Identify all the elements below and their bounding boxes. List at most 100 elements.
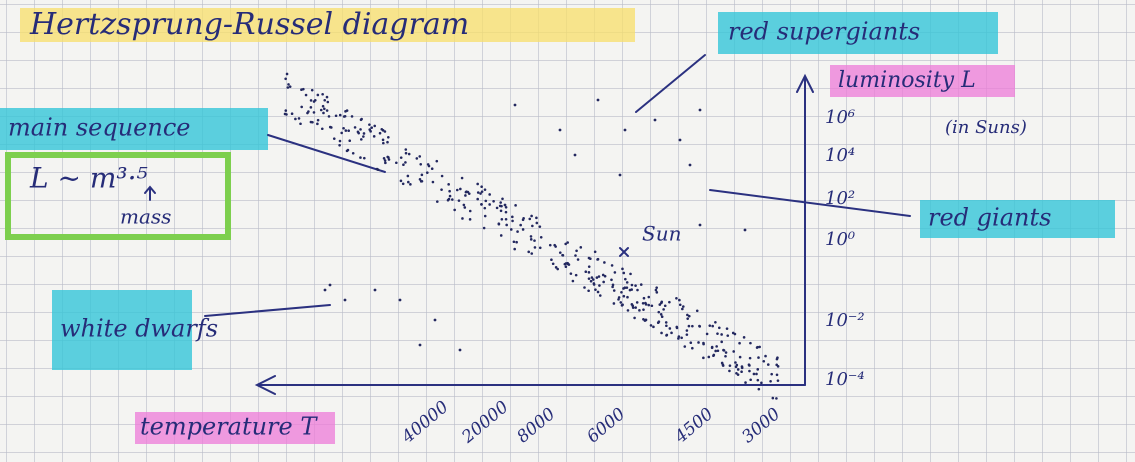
star (748, 364, 751, 367)
highlight (52, 290, 192, 370)
star (497, 222, 501, 225)
star (285, 113, 288, 116)
star (601, 273, 605, 277)
star (728, 369, 731, 373)
star (435, 200, 439, 203)
star (663, 304, 667, 308)
star (370, 126, 374, 129)
star (387, 136, 390, 139)
star (533, 246, 537, 249)
star (465, 190, 468, 193)
star (529, 238, 533, 241)
star (483, 188, 487, 191)
star (286, 86, 290, 89)
star (463, 206, 467, 209)
star (458, 348, 462, 352)
star (325, 109, 329, 112)
star (766, 363, 770, 366)
star (483, 206, 487, 210)
star (529, 235, 533, 238)
star (304, 93, 308, 97)
star (384, 161, 387, 165)
star (300, 88, 303, 92)
star (744, 381, 747, 384)
star (749, 341, 752, 345)
star (682, 305, 685, 308)
stars (283, 72, 780, 400)
star (748, 356, 752, 360)
star (743, 228, 747, 232)
star (558, 251, 562, 254)
star (569, 272, 573, 275)
star (691, 346, 694, 350)
star (660, 301, 663, 305)
star (300, 105, 303, 109)
star (395, 161, 398, 165)
star (726, 334, 730, 337)
star (635, 301, 639, 304)
pointer (709, 189, 911, 217)
star (630, 283, 634, 287)
star (685, 333, 689, 336)
star (724, 351, 728, 354)
star (316, 118, 320, 122)
star (594, 288, 597, 291)
star (660, 315, 664, 319)
star (512, 240, 516, 244)
star (596, 98, 600, 102)
arrow (144, 185, 156, 201)
star (319, 108, 323, 112)
star (636, 288, 639, 292)
relation-box (5, 152, 231, 240)
star (326, 100, 330, 104)
star (451, 198, 454, 201)
star (338, 113, 342, 117)
star (620, 290, 623, 294)
star (327, 115, 331, 118)
star (499, 234, 503, 237)
sun-mark (619, 247, 629, 257)
star (628, 288, 632, 292)
star (738, 355, 742, 359)
star (598, 284, 601, 287)
star (622, 271, 626, 275)
star (587, 265, 591, 268)
star (702, 356, 705, 360)
star (294, 117, 297, 121)
star (420, 179, 424, 183)
star (612, 302, 616, 305)
star (404, 151, 408, 155)
star (435, 159, 439, 163)
star (710, 346, 714, 350)
star (310, 88, 314, 92)
star (620, 304, 624, 307)
label: mass (120, 205, 171, 229)
star (418, 343, 422, 347)
star (564, 265, 568, 268)
star (644, 301, 647, 305)
star (340, 131, 343, 135)
star (776, 379, 780, 382)
star (714, 349, 717, 353)
star (760, 381, 763, 385)
star (504, 205, 508, 209)
star (659, 313, 663, 316)
star (468, 218, 472, 221)
title: Hertzsprung-Russel diagram (29, 7, 469, 42)
star (399, 179, 403, 183)
star (554, 245, 557, 248)
star (633, 316, 636, 320)
star (643, 319, 647, 322)
star (769, 379, 772, 383)
star (611, 285, 614, 289)
star (404, 148, 408, 151)
star (476, 182, 479, 186)
star (419, 162, 423, 166)
star (771, 396, 775, 400)
label: white dwarfs (60, 315, 218, 343)
star (641, 301, 645, 305)
star (728, 364, 732, 367)
star (509, 228, 513, 231)
star (430, 167, 434, 171)
